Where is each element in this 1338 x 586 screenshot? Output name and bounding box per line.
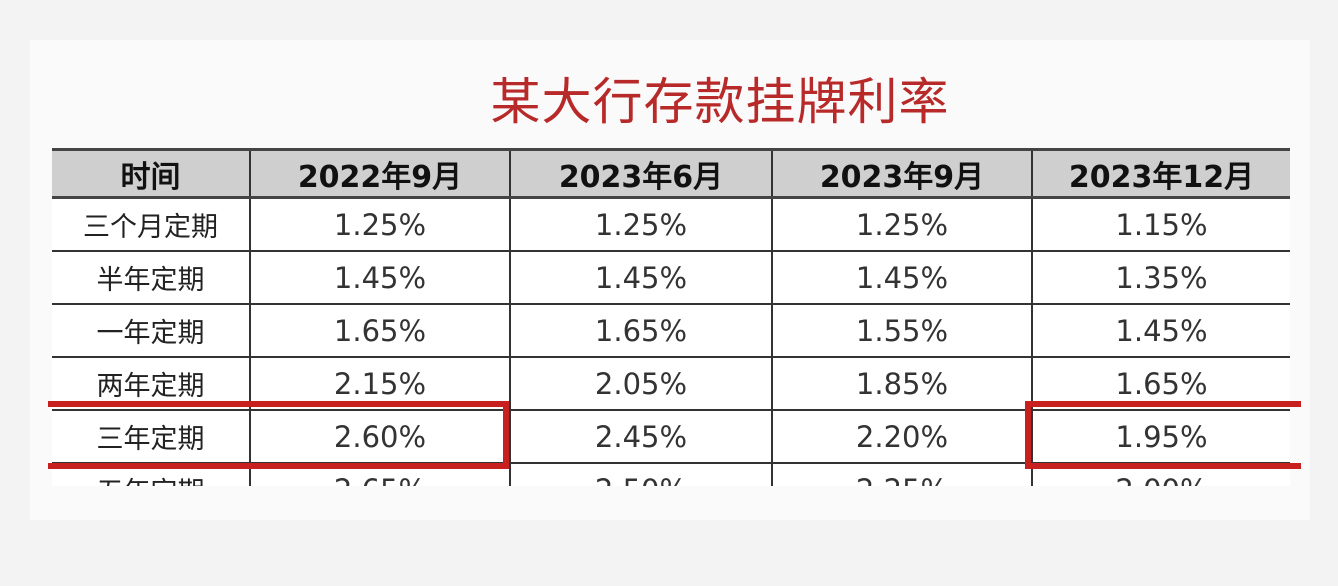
rate-cell: 1.65% [249, 303, 511, 358]
rate-cell: 1.35% [1031, 250, 1290, 305]
table-row: 三个月定期 1.25% 1.25% 1.25% 1.15% [52, 196, 1290, 252]
row-label: 三个月定期 [52, 196, 251, 252]
row-label: 一年定期 [52, 303, 251, 358]
header-cell: 2023年12月 [1031, 148, 1290, 199]
table-row: 两年定期 2.15% 2.05% 1.85% 1.65% [52, 356, 1290, 411]
rate-cell: 1.45% [249, 250, 511, 305]
page-title: 某大行存款挂牌利率 [490, 73, 950, 131]
rate-cell: 1.25% [771, 196, 1033, 252]
rate-cell: 2.20% [771, 409, 1033, 464]
row-label: 半年定期 [52, 250, 251, 305]
header-cell: 2023年6月 [509, 148, 773, 199]
rate-cell: 1.65% [1031, 356, 1290, 411]
rate-cell: 1.45% [771, 250, 1033, 305]
header-cell: 2023年9月 [771, 148, 1033, 199]
rate-table-container: 时间 2022年9月 2023年6月 2023年9月 2023年12月 三个月定… [52, 148, 1290, 486]
row-label: 五年定期 [52, 462, 251, 486]
table-row: 三年定期 2.60% 2.45% 2.20% 1.95% [52, 409, 1290, 464]
header-cell-time: 时间 [52, 148, 251, 199]
rate-cell: 1.55% [771, 303, 1033, 358]
rate-cell: 1.85% [771, 356, 1033, 411]
table-row: 半年定期 1.45% 1.45% 1.45% 1.35% [52, 250, 1290, 305]
rate-cell: 2.65% [249, 462, 511, 486]
rate-cell: 2.45% [509, 409, 773, 464]
table-row: 一年定期 1.65% 1.65% 1.55% 1.45% [52, 303, 1290, 358]
rate-cell: 1.45% [509, 250, 773, 305]
rate-cell: 1.65% [509, 303, 773, 358]
header-row: 时间 2022年9月 2023年6月 2023年9月 2023年12月 [52, 148, 1290, 199]
row-label: 三年定期 [52, 409, 251, 464]
header-cell: 2022年9月 [249, 148, 511, 199]
rate-cell: 1.45% [1031, 303, 1290, 358]
rate-cell: 2.50% [509, 462, 773, 486]
rate-cell: 2.00% [1031, 462, 1290, 486]
rate-cell: 1.15% [1031, 196, 1290, 252]
rate-cell: 2.25% [771, 462, 1033, 486]
rate-cell: 1.25% [249, 196, 511, 252]
rate-cell: 1.95% [1031, 409, 1290, 464]
rate-cell: 1.25% [509, 196, 773, 252]
rate-cell: 2.05% [509, 356, 773, 411]
row-label: 两年定期 [52, 356, 251, 411]
deposit-rate-table: 时间 2022年9月 2023年6月 2023年9月 2023年12月 三个月定… [52, 148, 1290, 486]
table-row: 五年定期2.65%2.50%2.25%2.00% [52, 462, 1290, 486]
rate-cell: 2.15% [249, 356, 511, 411]
rate-cell: 2.60% [249, 409, 511, 464]
